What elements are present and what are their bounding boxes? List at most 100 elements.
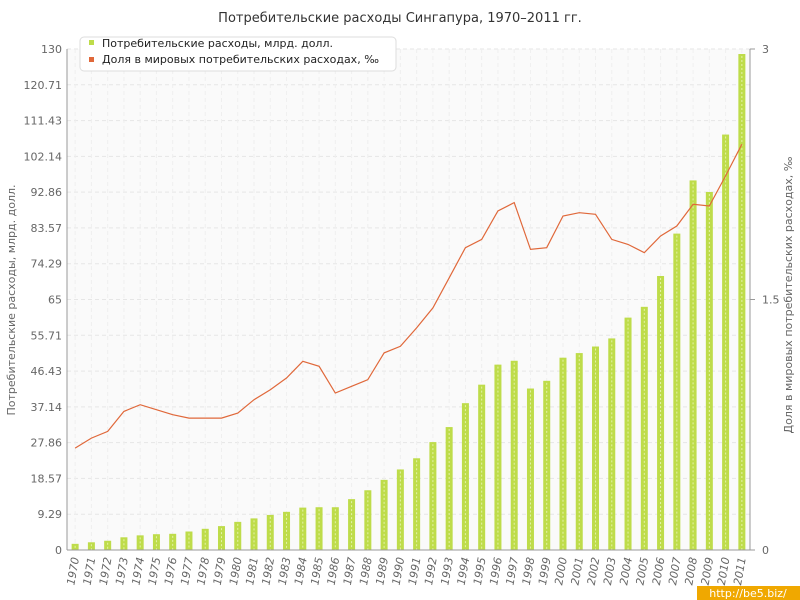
y-tick-label: 27.86 (31, 437, 63, 450)
x-tick-label: 1972 (97, 556, 115, 586)
legend[interactable]: Потребительские расходы, млрд. долл. Дол… (79, 36, 397, 72)
share-line (74, 143, 743, 449)
x-tick-label: 1997 (503, 556, 521, 586)
bar-series (71, 54, 746, 551)
x-tick-label: 2010 (715, 556, 733, 586)
y-tick-label: 83.57 (31, 222, 63, 235)
y-tick-label: 0 (55, 544, 62, 557)
y-tick-label: 37.14 (31, 401, 63, 414)
x-tick-label: 1974 (129, 556, 147, 586)
x-tick-label: 1982 (260, 556, 278, 586)
line-series (74, 143, 743, 449)
watermark-bg (697, 586, 800, 600)
x-tick-label: 1977 (178, 556, 196, 586)
x-tick-label: 1999 (536, 556, 554, 586)
x-tick-label: 2011 (731, 556, 749, 586)
bar (494, 364, 502, 550)
y-tick-label: 130 (41, 43, 62, 56)
x-tick-label: 1993 (438, 556, 456, 586)
x-tick-label: 1984 (292, 556, 310, 586)
x-tick-label: 1979 (211, 556, 229, 586)
watermark-link[interactable]: http://be5.biz/ (709, 587, 787, 600)
y-tick-label: 9.29 (38, 508, 63, 521)
x-tick-label: 1994 (455, 556, 473, 586)
x-tick-label: 1989 (373, 556, 391, 586)
bar (461, 403, 469, 550)
x-tick-label: 2000 (552, 556, 570, 586)
tick-labels: 0 9.29 18.57 27.86 37.14 46.43 55.71 65 74.29 83.… (24, 43, 780, 586)
bar (348, 499, 356, 550)
y-tick-label: 46.43 (31, 365, 63, 378)
bar (429, 442, 437, 550)
bar (396, 469, 404, 550)
x-tick-label: 2005 (634, 556, 652, 586)
x-tick-label: 1978 (195, 556, 213, 586)
x-tick-label: 1988 (357, 556, 375, 586)
bar (624, 317, 632, 550)
x-tick-label: 2003 (601, 556, 619, 586)
y2-axis-title: Доля в мировых потребительских расходах,… (782, 156, 795, 433)
bar (592, 346, 600, 550)
bar (657, 275, 665, 550)
x-tick-label: 1986 (325, 556, 343, 586)
legend-label-line[interactable]: Доля в мировых потребительских расходах,… (102, 53, 379, 66)
y-tick-label: 92.86 (31, 186, 63, 199)
bar (559, 357, 567, 550)
x-tick-label: 1985 (308, 556, 326, 586)
x-tick-label: 2006 (650, 556, 668, 586)
x-tick-label: 1971 (81, 556, 99, 586)
y-tick-label: 65 (48, 294, 62, 307)
bar (104, 540, 112, 550)
grid-lines (67, 48, 750, 550)
y-tick-label: 102.14 (24, 150, 63, 163)
bar (543, 380, 551, 550)
y2-tick-label: 1.5 (762, 294, 780, 307)
x-tick-label: 2007 (666, 556, 684, 586)
bar (266, 514, 274, 550)
y-tick-label: 111.43 (24, 115, 63, 128)
x-tick-label: 1996 (487, 556, 505, 586)
x-tick-label: 1976 (162, 556, 180, 586)
x-tick-label: 2008 (682, 556, 700, 586)
x-tick-label: 1995 (471, 556, 489, 586)
bar (364, 490, 372, 550)
x-tick-label: 1973 (113, 556, 131, 586)
bar (315, 507, 323, 550)
bar (169, 533, 177, 550)
legend-swatch-bars (89, 40, 94, 45)
legend-swatch-line (89, 57, 94, 62)
bar (445, 427, 453, 550)
x-tick-label: 1983 (276, 556, 294, 586)
y-tick-label: 55.71 (31, 329, 63, 342)
bar (640, 306, 648, 550)
x-tick-label: 2009 (699, 556, 717, 586)
x-tick-label: 1970 (64, 556, 82, 586)
x-tick-label: 2002 (585, 556, 603, 586)
y-tick-label: 120.71 (24, 79, 63, 92)
bar (689, 180, 697, 551)
legend-box (79, 36, 397, 72)
bar (331, 507, 339, 550)
bar (299, 507, 307, 550)
bar (413, 458, 421, 550)
x-tick-label: 1998 (520, 556, 538, 586)
x-tick-label: 1981 (243, 556, 261, 586)
axes (66, 48, 755, 551)
y2-tick-label: 0 (762, 544, 769, 557)
y-axis-title: Потребительские расходы, млрд. долл. (5, 185, 18, 416)
x-tick-label: 1992 (422, 556, 440, 586)
chart-title: Потребительские расходы Сингапура, 1970–… (218, 11, 582, 26)
y2-tick-label: 3 (762, 43, 769, 56)
bar (185, 531, 193, 550)
watermark[interactable]: http://be5.biz/ (697, 586, 800, 600)
x-tick-label: 1975 (146, 556, 164, 586)
x-tick-label: 1990 (390, 556, 408, 586)
bar (526, 388, 534, 550)
legend-label-bars[interactable]: Потребительские расходы, млрд. долл. (102, 37, 333, 50)
x-tick-label: 2004 (617, 556, 635, 586)
x-tick-label: 1991 (406, 556, 424, 586)
x-tick-label: 1980 (227, 556, 245, 586)
x-tick-label: 2001 (569, 556, 587, 586)
